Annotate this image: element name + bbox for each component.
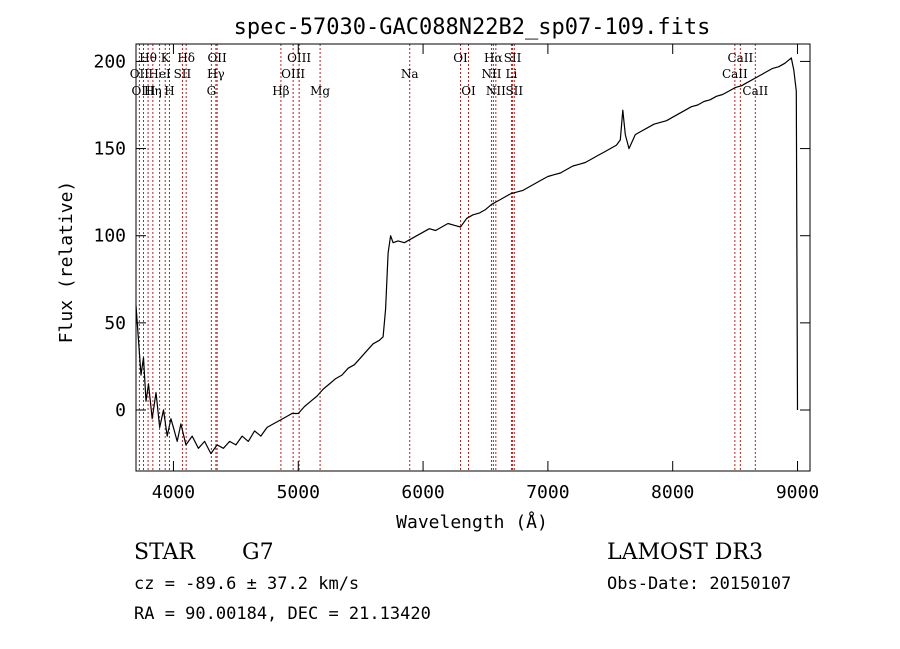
y-tick-label-4: 200 bbox=[93, 51, 126, 72]
x-tick-label-5: 9000 bbox=[776, 482, 819, 503]
marker-label-2: Hδ bbox=[177, 51, 195, 65]
y-tick-label-3: 150 bbox=[93, 139, 126, 160]
x-tick-label-1: 5000 bbox=[277, 482, 320, 503]
x-tick-label-0: 4000 bbox=[152, 482, 195, 503]
marker-label-23: Mg bbox=[310, 84, 330, 98]
chart-title: spec-57030-GAC088N22B2_sp07-109.fits bbox=[234, 15, 711, 40]
marker-label-22: Hβ bbox=[272, 84, 289, 98]
marker-label-14: Na bbox=[401, 67, 419, 81]
marker-label-18: OIII bbox=[131, 84, 155, 98]
x-axis-label: Wavelength (Å) bbox=[396, 511, 548, 533]
marker-label-20: H bbox=[164, 84, 174, 98]
axes-frame bbox=[135, 43, 811, 472]
sky-coordinates: RA = 90.00184, DEC = 21.13420 bbox=[134, 604, 431, 624]
marker-label-6: Hα bbox=[484, 51, 503, 65]
marker-label-7: SII bbox=[504, 51, 522, 65]
marker-label-26: SII bbox=[505, 84, 523, 98]
axis-ticks: 4000 5000 6000 7000 8000 9000 0 50 100 150 200 bbox=[93, 44, 819, 503]
x-tick-label-2: 6000 bbox=[401, 482, 444, 503]
marker-label-19: Hη bbox=[144, 84, 162, 98]
marker-label-24: OI bbox=[461, 84, 476, 98]
marker-label-4: OIII bbox=[287, 51, 311, 65]
marker-label-5: OI bbox=[453, 51, 468, 65]
object-subclass: G7 bbox=[242, 540, 274, 565]
y-tick-label-1: 50 bbox=[104, 313, 126, 334]
redshift-value: cz = -89.6 ± 37.2 km/s bbox=[134, 574, 360, 594]
marker-label-27: CaII bbox=[742, 84, 768, 98]
marker-label-1: K bbox=[161, 51, 171, 65]
marker-label-17: CaII bbox=[722, 67, 748, 81]
marker-label-8: CaII bbox=[727, 51, 753, 65]
marker-label-0: Hθ bbox=[139, 51, 157, 65]
y-axis-label: Flux (relative) bbox=[56, 181, 77, 344]
series-layer bbox=[135, 57, 799, 455]
marker-label-13: OIII bbox=[281, 67, 305, 81]
object-class: STAR bbox=[134, 540, 195, 565]
marker-label-10: HeI bbox=[148, 67, 171, 81]
y-tick-label-2: 100 bbox=[93, 226, 126, 247]
series-line-flux bbox=[135, 57, 799, 455]
marker-label-21: G bbox=[207, 84, 217, 98]
observation-date: Obs-Date: 20150107 bbox=[607, 574, 792, 594]
marker-label-16: Li bbox=[506, 67, 518, 81]
marker-label-3: OII bbox=[207, 51, 227, 65]
survey-name: LAMOST DR3 bbox=[607, 540, 763, 565]
y-tick-label-0: 0 bbox=[115, 400, 126, 421]
x-tick-label-4: 8000 bbox=[651, 482, 694, 503]
x-tick-label-3: 7000 bbox=[526, 482, 569, 503]
line-markers bbox=[138, 44, 756, 471]
marker-label-9: OII bbox=[130, 67, 150, 81]
marker-label-15: NII bbox=[481, 67, 501, 81]
marker-label-25: NII bbox=[486, 84, 506, 98]
marker-label-11: SII bbox=[174, 67, 192, 81]
marker-label-12: Hγ bbox=[207, 67, 225, 81]
